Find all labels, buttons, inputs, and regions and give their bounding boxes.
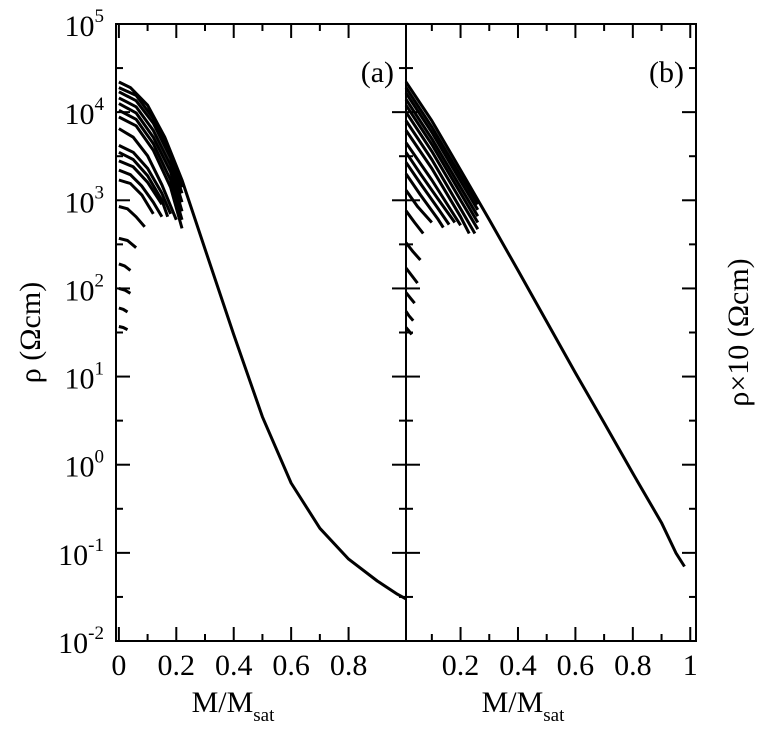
x-tick-label: 1 [683,649,698,682]
panel-b-series-line-7 [404,119,477,235]
y-tick-label: 101 [65,359,105,396]
x-tick-label: 0.8 [614,649,652,682]
panel-b-series-line-16 [404,267,419,285]
panel-a-series-line-6 [118,108,184,221]
panel-a-series-line-9 [118,144,172,215]
panel-a-series-line-15 [118,236,138,249]
panel-a-series-line-18 [118,306,129,314]
x-tick-label: 0.4 [499,649,537,682]
y-tick-label: 103 [65,182,105,219]
x-tick-label: 0.6 [557,649,595,682]
plot-layer [118,80,686,601]
panel-b-series-line-12 [404,172,445,229]
panel-a-series-line-4 [118,96,184,203]
panel-b-series-line-6 [404,111,480,230]
x-tick-label: 0.4 [215,649,253,682]
panel-b-series-line-13 [404,189,433,224]
panel-b-series-line-17 [404,291,416,305]
panel-a-series-line-10 [118,150,170,218]
panel-a-series-line-1 [118,80,407,601]
y-axis-title-left: ρ (Ωcm) [14,282,47,383]
panel-a-series-line-8 [118,127,178,221]
x-axis-title: M/Msat [482,686,566,726]
panel-a-series-line-19 [118,325,129,332]
y-tick-label: 100 [65,447,105,484]
panel-b-frame [405,23,697,642]
axis-layer [115,23,697,642]
x-tick-label: 0.2 [442,649,480,682]
panel-a-series-line-11 [118,159,164,206]
y-tick-label: 104 [65,94,105,131]
panel-a-series-line-16 [118,262,132,272]
y-tick-label: 10-2 [58,623,104,660]
panel-a-label: (a) [361,56,394,89]
panel-a-series-line-7 [118,115,184,229]
panel-a-series-line-12 [118,168,164,218]
y-tick-label: 10-1 [58,535,104,572]
x-tick-label: 0.2 [158,649,196,682]
x-tick-label: 0.6 [272,649,310,682]
panel-b-series-line-1 [404,81,686,568]
panel-b-series-line-15 [404,241,422,261]
panel-b-label: (b) [649,56,684,89]
x-tick-label: 0.8 [330,649,368,682]
y-tick-label: 105 [65,6,105,43]
panel-b-series-line-14 [404,209,425,235]
panel-b-series-line-11 [404,161,451,226]
y-axis-title-right: ρ×10 (Ωcm) [722,258,755,406]
x-tick-label: 0 [111,649,126,682]
y-tick-label: 102 [65,270,105,307]
panel-a-series-line-14 [118,205,146,228]
panel-a-series-line-5 [118,102,184,212]
panel-b-series-line-4 [404,98,480,217]
panel-b-series-line-10 [404,151,457,224]
panel-a-series-line-2 [118,86,184,188]
panel-b-series-line-8 [404,129,471,235]
x-axis-title: M/Msat [192,686,276,726]
panel-b-series-line-5 [404,104,480,224]
panel-b-series-line-2 [404,86,480,206]
panel-a-series-line-3 [118,90,184,194]
panel-b-series-line-9 [404,141,462,227]
panel-a-series-line-13 [118,178,155,215]
